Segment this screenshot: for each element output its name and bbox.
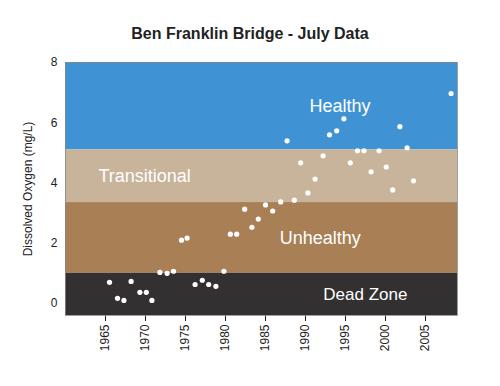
svg-text:1970: 1970: [138, 324, 152, 351]
svg-text:Unhealthy: Unhealthy: [280, 228, 361, 248]
svg-text:Dead Zone: Dead Zone: [323, 285, 407, 304]
html-text:Ben Franklin Bridge - July Dat: Ben Franklin Bridge - July Data: [131, 25, 369, 42]
svg-text:1980: 1980: [218, 324, 232, 351]
svg-text:2005: 2005: [418, 324, 432, 351]
svg-text:2: 2: [51, 236, 58, 250]
svg-text:4: 4: [51, 176, 58, 190]
svg-text:6: 6: [51, 116, 58, 130]
svg-text:1975: 1975: [178, 324, 192, 351]
svg-text:Transitional: Transitional: [98, 166, 190, 186]
svg-text:2000: 2000: [378, 324, 392, 351]
svg-text:1965: 1965: [98, 324, 112, 351]
svg-text:8: 8: [51, 55, 58, 69]
svg-text:1995: 1995: [338, 324, 352, 351]
svg-text:Healthy: Healthy: [309, 96, 370, 116]
svg-text:Dissolved Oxygen (mg/L): Dissolved Oxygen (mg/L): [21, 122, 35, 257]
svg-text:1990: 1990: [298, 324, 312, 351]
svg-text:1985: 1985: [258, 324, 272, 351]
svg-text:0: 0: [51, 296, 58, 310]
